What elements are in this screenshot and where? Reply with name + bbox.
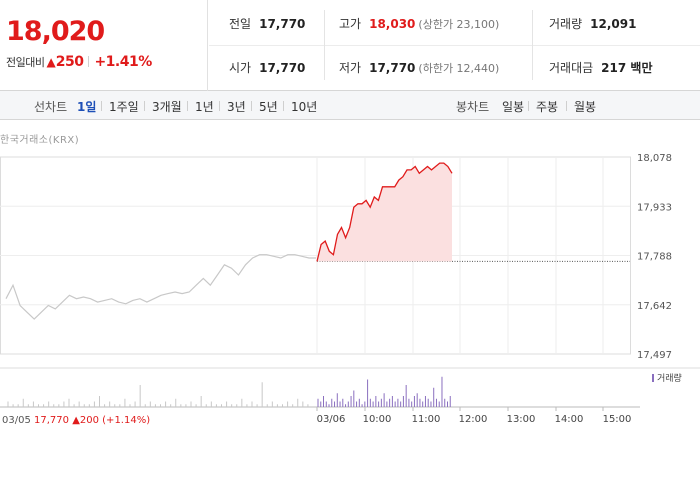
tab-divider: [187, 101, 188, 111]
tab-monthly-candle[interactable]: 월봉: [574, 100, 597, 114]
x-tick-label: 14:00: [555, 414, 584, 425]
candle-chart-label: 봉차트: [456, 100, 490, 114]
y-tick-label: 17,788: [637, 252, 672, 263]
x-tick-label: 10:00: [363, 414, 392, 425]
line-chart-label: 선차트: [34, 100, 68, 114]
stat-prev-close: 전일 17,770: [229, 17, 306, 31]
stat-amount: 거래대금 217 백만: [549, 61, 653, 75]
x-tick-label: 03/06: [317, 414, 346, 425]
y-tick-label: 17,933: [637, 202, 672, 213]
current-price: 18,020: [6, 16, 105, 47]
price-summary: 18,020 전일대비 ▲250 +1.41% 전일 17,770 고가 18,030(…: [0, 0, 700, 91]
tab-1w[interactable]: 1주일: [109, 100, 139, 114]
y-tick-label: 18,078: [637, 153, 672, 164]
col-divider: [532, 10, 533, 80]
tab-1d[interactable]: 1일: [77, 100, 97, 114]
tab-divider: [566, 101, 567, 111]
up-triangle-icon: ▲: [46, 55, 56, 69]
change-label: 전일대비: [6, 56, 45, 69]
tab-weekly-candle[interactable]: 주봉: [536, 100, 559, 114]
tab-divider: [101, 101, 102, 111]
series-line-day1: [5, 254, 316, 320]
row-divider: [209, 45, 700, 46]
series-fill-day2: [317, 163, 452, 262]
price-chart: 한국거래소(KRX) 18,078 17,933 17,788 17,642 17,49…: [0, 120, 700, 490]
data-source-label: 한국거래소(KRX): [0, 135, 80, 146]
chart-svg[interactable]: 18,078 17,933 17,788 17,642 17,497 거래량 03/06 10…: [0, 120, 700, 490]
current-price-box: 18,020 전일대비 ▲250 +1.41%: [0, 0, 208, 91]
change-value: 250: [55, 54, 84, 70]
divider: [88, 56, 90, 67]
hover-info: 03/05 17,770 ▲200 (+1.14%): [2, 415, 151, 426]
tab-divider: [528, 101, 529, 111]
stat-open: 시가 17,770: [229, 61, 306, 75]
chart-tab-bar: 선차트 1일 1주일 3개월 1년 3년 5년 10년 봉차트 일봉 주봉 월봉: [0, 91, 700, 120]
tab-divider: [251, 101, 252, 111]
stat-volume: 거래량 12,091: [549, 17, 637, 31]
x-tick-label: 11:00: [412, 414, 441, 425]
col-divider: [324, 10, 325, 80]
tab-divider: [144, 101, 145, 111]
tab-3y[interactable]: 3년: [227, 100, 246, 114]
x-tick-label: 15:00: [603, 414, 632, 425]
price-change-row: 전일대비 ▲250 +1.41%: [6, 54, 152, 70]
tab-5y[interactable]: 5년: [259, 100, 278, 114]
x-tick-label: 13:00: [507, 414, 536, 425]
tab-1y[interactable]: 1년: [195, 100, 214, 114]
volume-legend-label: 거래량: [657, 372, 682, 384]
x-tick-label: 12:00: [459, 414, 488, 425]
series-line-day2: [316, 162, 453, 262]
tab-divider: [219, 101, 220, 111]
y-tick-label: 17,497: [637, 350, 672, 361]
tab-3m[interactable]: 3개월: [152, 100, 182, 114]
stat-grid: 전일 17,770 고가 18,030 (상한가 23,100) 거래량 12,091 …: [209, 0, 700, 91]
tab-divider: [283, 101, 284, 111]
change-percent: +1.41%: [94, 54, 152, 70]
volume-legend-swatch: [652, 374, 654, 382]
tab-10y[interactable]: 10년: [291, 100, 318, 114]
stat-high: 고가 18,030 (상한가 23,100): [339, 17, 500, 31]
y-tick-label: 17,642: [637, 301, 672, 312]
tab-daily-candle[interactable]: 일봉: [502, 100, 525, 114]
stat-low: 저가 17,770 (하한가 12,440): [339, 61, 500, 75]
